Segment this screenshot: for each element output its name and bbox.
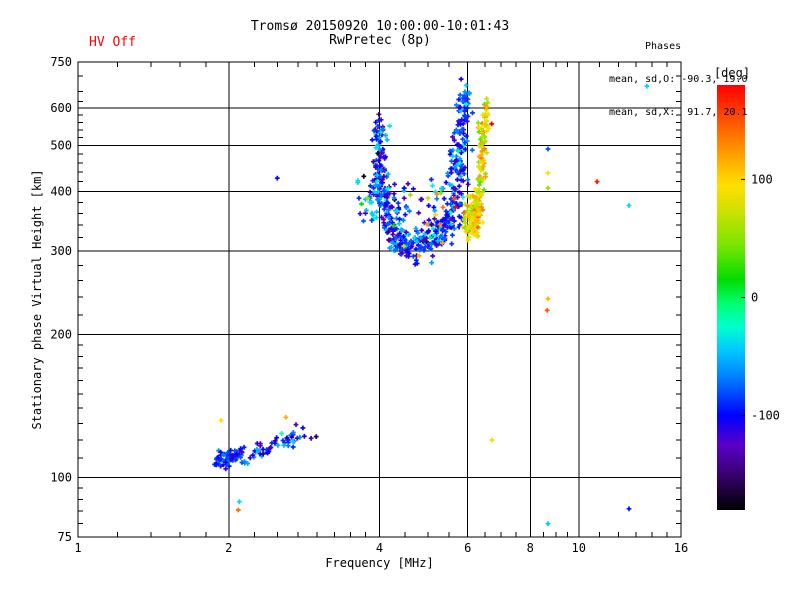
scatter-points (212, 76, 650, 527)
colorbar: [deg] 100 0 -100 (714, 66, 780, 510)
axis-tick-labels: 1 2 4 6 8 10 16 75 100 200 300 400 500 600 750 (50, 55, 688, 555)
x-tick-label: 10 (572, 541, 586, 555)
x-tick-label: 1 (74, 541, 81, 555)
y-tick-label: 750 (50, 55, 72, 69)
axis-ticks (77, 61, 682, 538)
colorbar-tick-label: -100 (751, 409, 780, 423)
y-tick-label: 500 (50, 139, 72, 153)
page-subtitle: RwPretec (8p) (329, 33, 431, 48)
x-tick-label: 4 (376, 541, 383, 555)
colorbar-tick-label: 0 (751, 291, 758, 305)
y-tick-label: 300 (50, 244, 72, 258)
colorbar-tick-label: 100 (751, 172, 773, 186)
y-axis-label: Stationary phase Virtual Height [km] (30, 169, 44, 429)
phase-stats: Phases mean, sd,O: -90.3, 19.0 mean, sd,… (609, 19, 747, 140)
colorbar-gradient (717, 85, 745, 510)
phase-stats-o-line: mean, sd,O: -90.3, 19.0 (609, 74, 748, 85)
x-tick-label: 2 (225, 541, 232, 555)
x-tick-label: 8 (527, 541, 534, 555)
x-axis-label: Frequency [MHz] (325, 556, 433, 570)
y-tick-label: 400 (50, 185, 72, 199)
y-tick-label: 600 (50, 101, 72, 115)
x-tick-label: 16 (674, 541, 688, 555)
y-tick-label: 200 (50, 328, 72, 342)
page-title: Tromsø 20150920 10:00:00-10:01:43 (250, 19, 510, 34)
colorbar-label: [deg] (714, 66, 750, 80)
y-tick-label: 75 (58, 530, 72, 544)
x-tick-label: 6 (464, 541, 471, 555)
phase-stats-title: Phases (645, 41, 682, 52)
y-tick-label: 100 (50, 471, 72, 485)
hv-status: HV Off (89, 35, 136, 50)
phase-stats-x-line: mean, sd,X: 91.7, 20.1 (609, 107, 748, 118)
